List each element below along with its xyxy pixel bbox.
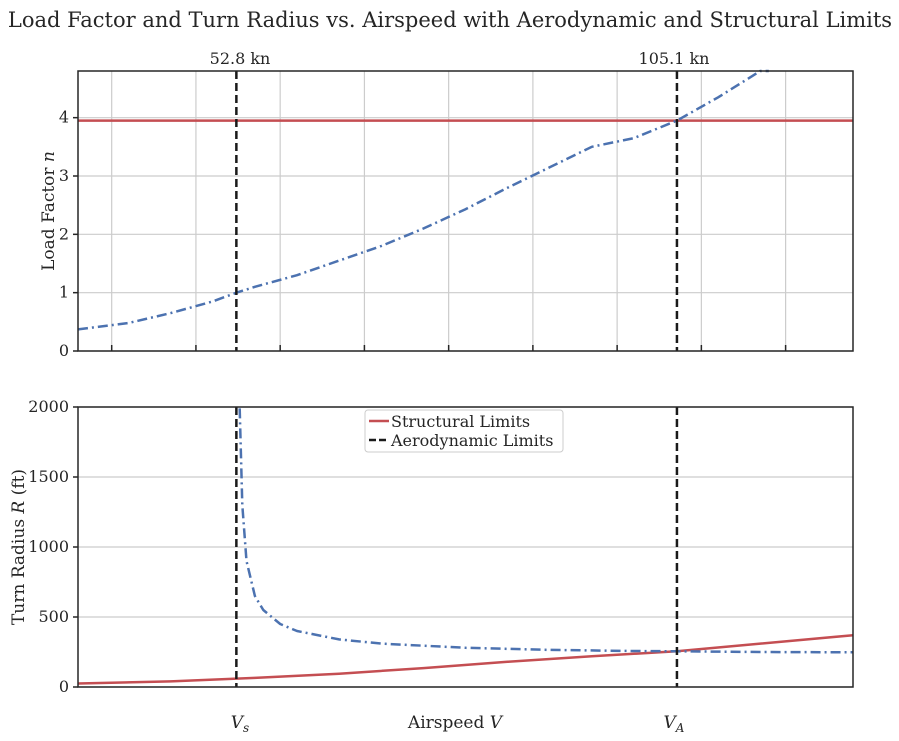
bottom-y-axis-label-unit: (ft) — [9, 469, 29, 501]
vline-label-vs: 52.8 kn — [210, 49, 271, 68]
x-axis-label-var: V — [490, 713, 504, 733]
bottom-y-axis-label-main: Turn Radius — [9, 514, 29, 626]
legend-structural-label: Structural Limits — [391, 412, 530, 431]
bottom-y-tick-label: 500 — [38, 607, 69, 626]
x-tick-label-va-var: V — [664, 713, 678, 733]
bottom-y-tick-label: 1000 — [28, 537, 69, 556]
x-tick-label-vs: Vs — [231, 713, 249, 735]
aerodynamic-radius-line — [238, 408, 854, 654]
legend-box — [364, 409, 564, 453]
bottom-lines — [77, 407, 854, 687]
top-y-tick-label: 2 — [59, 224, 69, 243]
x-axis-label: Airspeed V — [407, 713, 504, 733]
top-y-tick-label: 1 — [59, 283, 69, 302]
x-tick-label-va-sub: A — [675, 721, 685, 735]
x-tick-label-vs-var: V — [231, 713, 245, 733]
top-y-axis-label-var: n — [39, 151, 59, 162]
bottom-axes: 0 500 1000 1500 2000 Turn Radius R (ft) Vs V… — [9, 397, 854, 735]
top-y-tick-label: 0 — [59, 341, 69, 360]
bottom-y-axis-label-var: R — [9, 501, 29, 515]
x-tick-label-vs-sub: s — [243, 721, 249, 735]
bottom-y-tick-label: 0 — [59, 677, 69, 696]
top-y-ticks: 0 1 2 3 4 — [59, 108, 78, 360]
legend-aerodynamic-label: Aerodynamic Limits — [390, 431, 553, 450]
top-grid — [78, 71, 853, 352]
bottom-y-ticks: 0 500 1000 1500 2000 — [28, 397, 78, 696]
top-y-tick-label: 4 — [59, 108, 69, 127]
bottom-y-axis-label: Turn Radius R (ft) — [9, 469, 29, 625]
top-lines — [77, 69, 853, 351]
structural-radius-line — [77, 633, 854, 685]
bottom-y-tick-label: 1500 — [28, 467, 69, 486]
top-y-tick-label: 3 — [59, 166, 69, 185]
bottom-y-tick-label: 2000 — [28, 397, 69, 416]
top-y-axis-label-main: Load Factor — [39, 162, 59, 271]
top-x-ticks — [110, 345, 787, 351]
bottom-axes-frame — [77, 406, 854, 688]
x-axis-label-main: Airspeed — [407, 713, 490, 733]
top-axes: 0 1 2 3 4 52.8 kn 105.1 kn Load Factor n — [39, 49, 854, 360]
chart-title: Load Factor and Turn Radius vs. Airspeed… — [8, 8, 892, 32]
vline-label-va: 105.1 kn — [639, 49, 710, 68]
top-axes-frame — [77, 70, 854, 352]
top-y-axis-label: Load Factor n — [39, 151, 59, 271]
legend: Structural Limits Aerodynamic Limits — [364, 409, 564, 453]
x-tick-label-va: VA — [664, 713, 685, 735]
load-factor-line — [77, 69, 769, 331]
